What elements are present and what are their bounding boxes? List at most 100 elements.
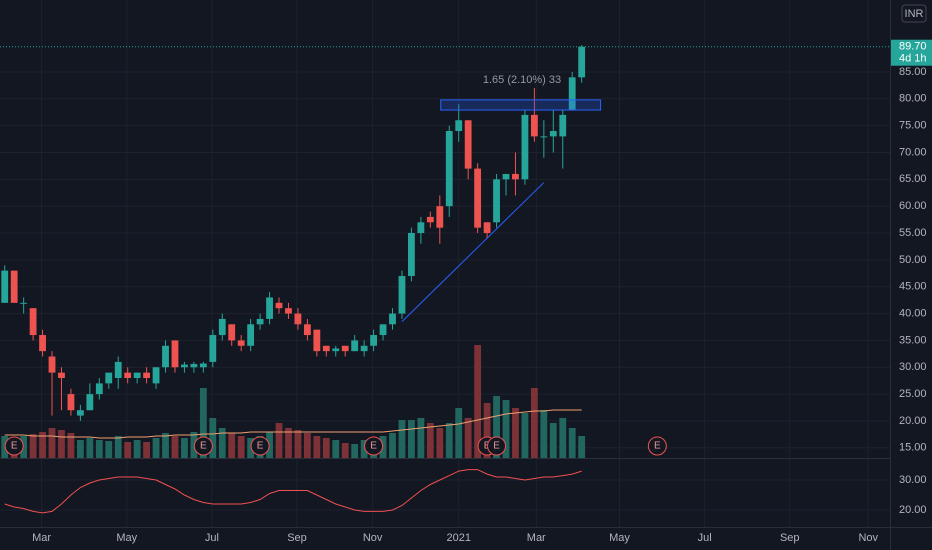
candle-body [247,324,255,346]
candle-body [294,313,302,325]
x-tick-label: Jul [205,532,219,544]
volume-bar [105,441,113,458]
candle-body [436,206,444,228]
event-marker[interactable] [647,436,667,456]
volume-bar [29,434,37,458]
event-marker[interactable] [193,436,213,456]
candle-body [10,270,18,303]
candle-body [483,222,491,234]
x-tick-label: Mar [527,532,546,544]
volume-bar [549,423,557,458]
candle-body [285,308,292,314]
y-tick-label: 45.00 [899,281,927,293]
oscillator-line [4,469,582,514]
y-tick-label: 65.00 [899,173,927,185]
candle-body [568,77,576,110]
event-marker[interactable] [4,436,24,456]
volume-bar [303,433,311,458]
event-label: E [654,441,661,452]
volume-bar [95,440,103,458]
volume-bar [464,418,472,458]
volume-bar [483,403,491,458]
volume-bar [512,408,519,458]
volume-bar [455,408,463,458]
candle-body [464,120,472,169]
volume-bar [86,438,94,458]
volume-bar [568,428,576,458]
volume-bar [502,400,510,458]
y-tick-label: 75.00 [899,120,927,132]
event-marker[interactable] [364,436,384,456]
candle-body [86,394,94,411]
candle-body [408,233,415,276]
volume-bar [389,433,396,458]
x-tick-label: May [609,532,630,544]
currency-box[interactable] [901,4,927,23]
volume-bar [266,432,273,458]
candle-body [58,372,65,378]
x-tick-label: Jul [698,532,712,544]
y-tick-label: 85.00 [899,66,927,78]
volume-bar [294,430,302,458]
event-label: E [11,441,18,452]
candle-body [181,364,188,368]
y2-tick-label: 20.00 [899,504,927,516]
event-label: E [493,441,500,452]
candle-body [199,363,207,368]
candle-body [549,131,557,137]
volume-bar [67,433,75,458]
volume-bar [1,436,9,458]
volume-bar [474,345,482,458]
candle-body [493,179,500,223]
volume-bar [436,428,444,458]
candle-body [237,340,245,346]
range-box [440,99,602,111]
x-tick-label: Sep [287,532,307,544]
candle-body [389,313,396,325]
candle-body [67,394,75,411]
candle-body [256,318,264,325]
candle-body [29,308,37,336]
candle-body [351,340,359,352]
x-tick-label: 2021 [446,532,470,544]
event-marker[interactable] [487,436,507,456]
x-tick-label: May [116,532,137,544]
trendline [401,182,545,322]
volume-bar [247,438,255,458]
volume-bar [285,428,292,458]
countdown: 4d 1h [899,53,927,65]
volume-bar [332,440,340,458]
volume-bar [124,442,132,458]
y-tick-label: 50.00 [899,254,927,266]
volume-bar [379,436,387,458]
candle-body [512,173,519,180]
volume-bar [190,432,198,458]
candle-body [455,120,463,132]
last-price-box [891,39,932,66]
candle-body [530,114,538,137]
volume-bar [559,418,567,458]
x-tick-label: Sep [780,532,800,544]
volume-bar [152,438,160,458]
volume-bar [322,438,330,458]
event-marker[interactable] [250,436,270,456]
axes: 15.00 20.00 25.00 30.00 35.00 40.00 45.00 50.00… [4,39,932,544]
event-label: E [200,441,207,452]
volume-bar [521,413,529,458]
x-tick-label: Nov [858,532,878,544]
volume-bar [417,418,425,458]
candle-body [48,356,56,373]
volume-bar [398,420,406,458]
x-tick-label: Mar [32,532,51,544]
y2-tick-label: 30.00 [899,474,927,486]
plot [0,45,890,514]
candle-body [332,348,340,352]
candle-body [209,335,217,362]
volume-bar [218,428,226,458]
currency: INR [905,8,924,20]
candle-body [190,364,198,368]
candle-body [95,383,103,395]
